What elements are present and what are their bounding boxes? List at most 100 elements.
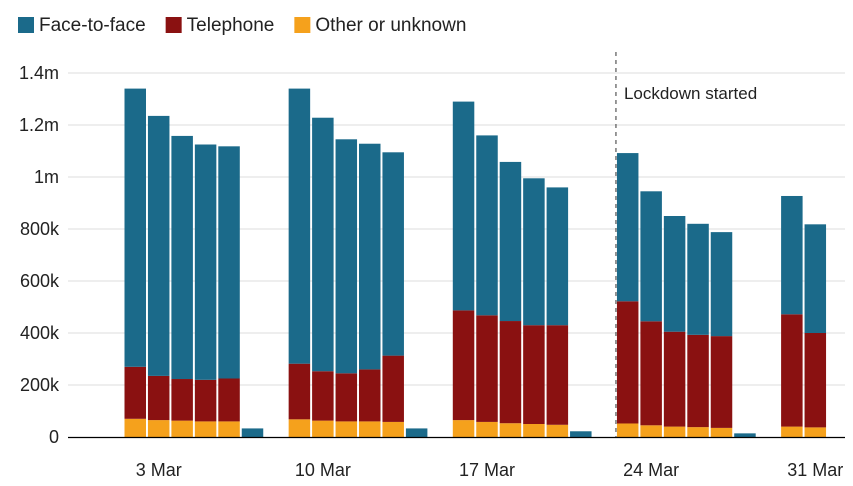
bar-segment-face-to-face bbox=[804, 224, 827, 333]
bar-segment-face-to-face bbox=[359, 143, 381, 370]
bar-segment-other bbox=[499, 423, 522, 437]
bar-2020-03-10 bbox=[312, 117, 334, 437]
bar-segment-face-to-face bbox=[523, 178, 545, 326]
bar-2020-03-26 bbox=[687, 223, 709, 437]
bar-segment-face-to-face bbox=[452, 101, 475, 311]
bar-segment-other bbox=[288, 419, 311, 437]
bar-segment-telephone bbox=[124, 366, 146, 419]
bar-segment-face-to-face bbox=[218, 146, 240, 379]
bar-2020-03-11 bbox=[335, 139, 358, 437]
bar-segment-other bbox=[523, 424, 545, 437]
bar-segment-telephone bbox=[640, 321, 662, 426]
bar-segment-face-to-face bbox=[499, 161, 522, 322]
legend: Face-to-face Telephone Other or unknown bbox=[18, 15, 466, 36]
bar-segment-other bbox=[476, 421, 498, 437]
legend-swatch-telephone bbox=[165, 17, 182, 33]
bar-segment-other bbox=[194, 421, 217, 437]
bar-segment-face-to-face bbox=[663, 216, 686, 332]
bar-2020-03-21 bbox=[570, 431, 592, 437]
bar-2020-03-30 bbox=[781, 195, 803, 437]
bar-segment-telephone bbox=[616, 301, 639, 424]
bar-segment-other bbox=[218, 421, 240, 437]
y-tick-label: 1.2m bbox=[19, 115, 59, 135]
bar-segment-face-to-face bbox=[405, 428, 428, 437]
bar-segment-other bbox=[640, 425, 662, 437]
bar-segment-telephone bbox=[452, 310, 475, 421]
bar-segment-other bbox=[335, 421, 358, 437]
legend-label-face-to-face: Face-to-face bbox=[39, 15, 146, 36]
x-axis: 3 Mar 10 Mar 17 Mar 24 Mar 31 Mar bbox=[68, 436, 845, 480]
bar-2020-03-05 bbox=[194, 144, 217, 437]
y-tick-label: 1m bbox=[34, 167, 59, 187]
bar-segment-telephone bbox=[359, 369, 381, 422]
bar-2020-03-12 bbox=[359, 143, 381, 437]
bar-segment-face-to-face bbox=[476, 135, 498, 316]
bar-segment-other bbox=[616, 423, 639, 437]
bar-segment-telephone bbox=[499, 321, 522, 424]
bar-segment-telephone bbox=[523, 325, 545, 424]
bar-segment-face-to-face bbox=[687, 223, 709, 335]
bar-segment-other bbox=[312, 420, 334, 437]
bar-segment-telephone bbox=[546, 325, 569, 425]
bar-segment-telephone bbox=[781, 314, 803, 427]
bar-segment-other bbox=[359, 421, 381, 437]
x-tick-label: 17 Mar bbox=[459, 460, 515, 480]
bar-segment-other bbox=[710, 427, 733, 437]
bar-segment-face-to-face bbox=[781, 195, 803, 315]
y-tick-label: 0 bbox=[49, 427, 59, 447]
bar-segment-telephone bbox=[804, 333, 827, 428]
bar-segment-face-to-face bbox=[734, 433, 756, 437]
bar-segment-face-to-face bbox=[288, 88, 311, 364]
bar-segment-face-to-face bbox=[194, 144, 217, 380]
bar-segment-face-to-face bbox=[124, 88, 146, 367]
bar-2020-03-06 bbox=[218, 146, 240, 437]
bars bbox=[124, 88, 827, 437]
bar-2020-03-19 bbox=[523, 178, 545, 437]
x-tick-label: 3 Mar bbox=[136, 460, 182, 480]
bar-segment-other bbox=[147, 420, 170, 437]
bar-2020-03-16 bbox=[452, 101, 475, 437]
bar-segment-telephone bbox=[171, 379, 193, 421]
bar-2020-03-23 bbox=[616, 153, 639, 437]
bar-segment-telephone bbox=[687, 334, 709, 428]
legend-swatch-other-or-unknown bbox=[294, 17, 311, 33]
bar-segment-face-to-face bbox=[710, 232, 733, 337]
bar-segment-face-to-face bbox=[147, 115, 170, 376]
y-axis: 0 200k 400k 600k 800k 1m 1.2m 1.4m bbox=[19, 63, 60, 447]
bar-segment-face-to-face bbox=[171, 135, 193, 380]
bar-segment-telephone bbox=[194, 379, 217, 422]
bar-2020-03-31 bbox=[804, 224, 827, 437]
bar-2020-03-09 bbox=[288, 88, 311, 437]
bar-segment-telephone bbox=[312, 371, 334, 421]
bar-segment-other bbox=[804, 427, 827, 437]
bar-segment-telephone bbox=[335, 373, 358, 422]
bar-2020-03-17 bbox=[476, 135, 498, 437]
bar-segment-other bbox=[546, 424, 569, 437]
bar-segment-face-to-face bbox=[335, 139, 358, 374]
bar-segment-telephone bbox=[147, 375, 170, 421]
bar-2020-03-13 bbox=[382, 152, 404, 437]
bar-segment-face-to-face bbox=[640, 191, 662, 322]
lockdown-label: Lockdown started bbox=[624, 84, 757, 103]
bar-segment-other bbox=[687, 427, 709, 437]
bar-2020-03-20 bbox=[546, 187, 569, 437]
legend-label-telephone: Telephone bbox=[187, 15, 275, 36]
bar-segment-telephone bbox=[710, 336, 733, 428]
bar-segment-face-to-face bbox=[570, 431, 592, 437]
bar-2020-03-04 bbox=[171, 135, 193, 437]
bar-segment-other bbox=[124, 418, 146, 437]
bar-segment-other bbox=[781, 426, 803, 437]
x-tick-label: 10 Mar bbox=[295, 460, 351, 480]
bar-2020-03-28 bbox=[734, 433, 756, 437]
legend-swatch-face-to-face bbox=[18, 17, 34, 33]
bar-segment-other bbox=[452, 420, 475, 437]
bar-segment-telephone bbox=[382, 355, 404, 422]
bar-segment-other bbox=[382, 421, 404, 437]
y-tick-label: 400k bbox=[20, 323, 60, 343]
bar-segment-other bbox=[171, 420, 193, 437]
y-tick-label: 1.4m bbox=[19, 63, 59, 83]
x-tick-label: 24 Mar bbox=[623, 460, 679, 480]
legend-label-other-or-unknown: Other or unknown bbox=[315, 15, 466, 36]
bar-segment-face-to-face bbox=[312, 117, 334, 372]
